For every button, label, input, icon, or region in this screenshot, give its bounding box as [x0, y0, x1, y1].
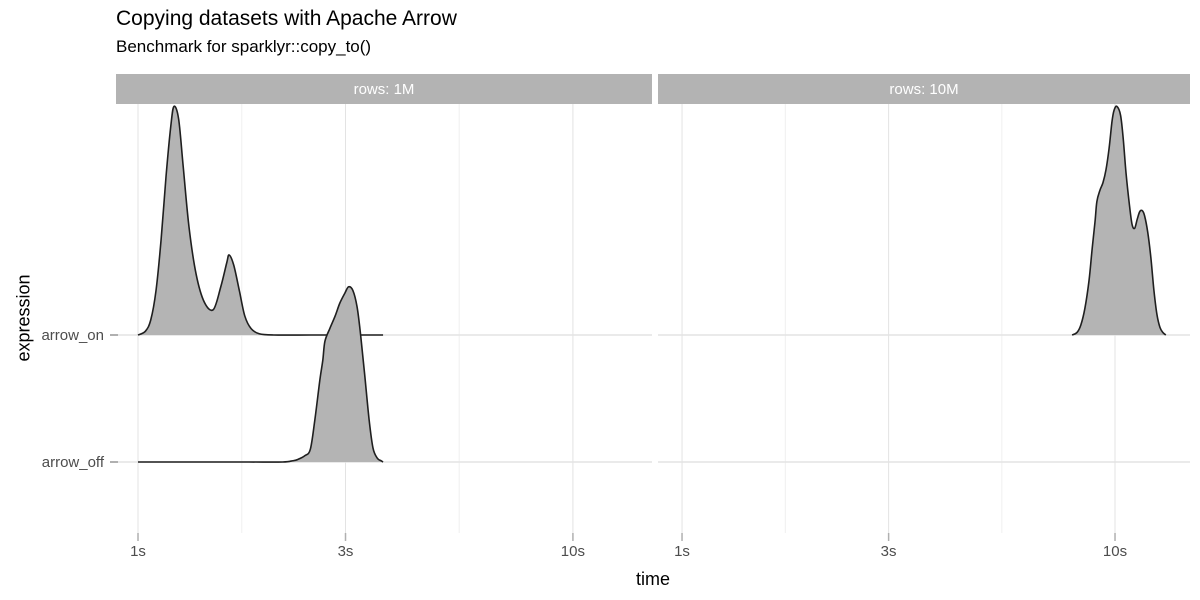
- y-tick-label-arrow-off: arrow_off: [41, 454, 104, 471]
- facet-panel-rows-1m: [116, 104, 652, 541]
- facet-strip-label: rows: 1M: [353, 80, 415, 98]
- facet-panel-rows-10m: [658, 104, 1190, 541]
- x-tick-label: 10s: [560, 543, 585, 560]
- density-curve-arrow_on: [1071, 105, 1167, 336]
- x-tick-labels-panel-2: 1s 3s 10s: [658, 543, 1190, 561]
- facet-strip-rows-1m: rows: 1M: [116, 74, 652, 104]
- y-axis-title: expression: [13, 274, 34, 362]
- chart-title: Copying datasets with Apache Arrow: [116, 7, 457, 30]
- x-tick-label: 1s: [130, 543, 146, 560]
- facet-strip-label: rows: 10M: [889, 80, 959, 98]
- y-tick-label-arrow-on: arrow_on: [41, 327, 104, 344]
- chart-subtitle: Benchmark for sparklyr::copy_to(): [116, 37, 372, 56]
- x-tick-label: 1s: [674, 543, 690, 560]
- facet-strip-rows-10m: rows: 10M: [658, 74, 1190, 104]
- y-axis-tick: [110, 334, 118, 336]
- density-curve-arrow_on: [137, 105, 384, 336]
- density-curve-arrow_off: [138, 285, 384, 463]
- x-tick-label: 3s: [880, 543, 897, 560]
- x-tick-labels-panel-1: 1s 3s 10s: [116, 543, 652, 561]
- y-axis-tick: [110, 461, 118, 463]
- x-tick-label: 10s: [1102, 543, 1128, 560]
- x-tick-label: 3s: [337, 543, 354, 560]
- x-axis-title: time: [635, 569, 670, 589]
